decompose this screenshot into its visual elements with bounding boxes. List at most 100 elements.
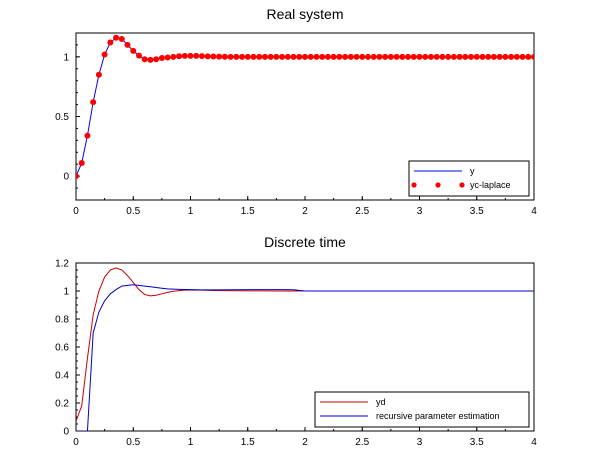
x-tick-label: 3.5 bbox=[470, 437, 484, 448]
data-point bbox=[153, 56, 160, 63]
data-point bbox=[181, 52, 188, 59]
data-point bbox=[227, 53, 234, 60]
data-point bbox=[170, 53, 177, 60]
series-line bbox=[76, 284, 534, 431]
data-point bbox=[468, 53, 475, 60]
data-point bbox=[78, 160, 85, 167]
data-point bbox=[450, 53, 457, 60]
x-tick-label: 0.5 bbox=[126, 206, 140, 217]
data-point bbox=[513, 53, 520, 60]
data-point bbox=[330, 53, 337, 60]
data-point bbox=[347, 53, 354, 60]
data-point bbox=[176, 53, 183, 60]
legend-box bbox=[408, 160, 530, 197]
data-point bbox=[382, 53, 389, 60]
data-point bbox=[210, 53, 217, 60]
legend-label: yd bbox=[376, 397, 386, 407]
data-point bbox=[359, 53, 366, 60]
data-point bbox=[250, 53, 257, 60]
data-point bbox=[519, 53, 526, 60]
data-point bbox=[473, 53, 480, 60]
x-tick-label: 1.5 bbox=[241, 206, 255, 217]
data-point bbox=[433, 53, 440, 60]
data-point bbox=[267, 53, 274, 60]
chart-title: Discrete time bbox=[264, 234, 346, 250]
data-point bbox=[261, 53, 268, 60]
data-point bbox=[531, 53, 534, 60]
data-point bbox=[313, 53, 320, 60]
legend-label: y bbox=[470, 166, 475, 176]
y-tick-label: 0.6 bbox=[55, 343, 69, 354]
data-point bbox=[90, 99, 97, 106]
legend-label: recursive parameter estimation bbox=[376, 411, 500, 421]
x-tick-label: 2 bbox=[302, 437, 308, 448]
data-point bbox=[164, 54, 171, 61]
x-tick-label: 0 bbox=[73, 206, 79, 217]
x-tick-label: 1 bbox=[188, 206, 194, 217]
data-point bbox=[427, 53, 434, 60]
x-tick-label: 1 bbox=[188, 437, 194, 448]
data-point bbox=[204, 53, 211, 60]
data-point bbox=[256, 53, 263, 60]
data-point bbox=[187, 52, 194, 59]
data-point bbox=[439, 53, 446, 60]
data-point bbox=[370, 53, 377, 60]
legend-marker bbox=[435, 182, 441, 188]
data-point bbox=[445, 53, 452, 60]
y-tick-label: 1 bbox=[63, 52, 69, 63]
data-point bbox=[244, 53, 251, 60]
data-point bbox=[422, 53, 429, 60]
data-point bbox=[324, 53, 331, 60]
x-tick-label: 2 bbox=[302, 206, 308, 217]
data-point bbox=[416, 53, 423, 60]
series-line bbox=[76, 267, 534, 422]
data-point bbox=[221, 53, 228, 60]
x-tick-label: 0 bbox=[73, 437, 79, 448]
x-tick-label: 3 bbox=[417, 206, 423, 217]
data-point bbox=[502, 53, 509, 60]
data-point bbox=[279, 53, 286, 60]
data-point bbox=[399, 53, 406, 60]
data-point bbox=[158, 55, 165, 62]
data-point bbox=[353, 53, 360, 60]
data-point bbox=[84, 132, 91, 139]
data-point bbox=[405, 53, 412, 60]
data-point bbox=[496, 53, 503, 60]
data-point bbox=[376, 53, 383, 60]
series-1 bbox=[76, 284, 534, 431]
data-point bbox=[130, 47, 137, 54]
data-point bbox=[273, 53, 280, 60]
plot-real-system: Real system 0 0.5 1 1.5 2 2.5 3 3.5 4 0 0.5 1 y yc-la… bbox=[55, 6, 537, 217]
y-tick-label: 0.5 bbox=[55, 112, 69, 123]
data-point bbox=[290, 53, 297, 60]
data-point bbox=[76, 173, 79, 180]
data-point bbox=[118, 35, 125, 42]
x-tick-label: 2.5 bbox=[355, 437, 369, 448]
y-tick-label: 0.2 bbox=[55, 399, 69, 410]
y-tick-label: 0 bbox=[63, 427, 69, 438]
x-tick-label: 3.5 bbox=[470, 206, 484, 217]
data-point bbox=[364, 53, 371, 60]
y-tick-label: 0 bbox=[63, 172, 69, 183]
data-point bbox=[233, 53, 240, 60]
data-point bbox=[307, 53, 314, 60]
data-point bbox=[410, 53, 417, 60]
x-tick-label: 4 bbox=[531, 437, 537, 448]
data-point bbox=[479, 53, 486, 60]
data-point bbox=[193, 52, 200, 59]
data-point bbox=[336, 53, 343, 60]
x-tick-label: 4 bbox=[531, 206, 537, 217]
data-point bbox=[462, 53, 469, 60]
x-tick-label: 2.5 bbox=[355, 206, 369, 217]
data-point bbox=[296, 53, 303, 60]
legend-marker bbox=[459, 182, 465, 188]
data-point bbox=[107, 39, 114, 46]
data-point bbox=[216, 53, 223, 60]
data-point bbox=[239, 53, 246, 60]
data-point bbox=[124, 41, 131, 48]
x-tick-label: 3 bbox=[417, 437, 423, 448]
data-point bbox=[141, 56, 148, 63]
chart-title: Real system bbox=[266, 6, 343, 22]
legend-label: yc-laplace bbox=[470, 180, 511, 190]
